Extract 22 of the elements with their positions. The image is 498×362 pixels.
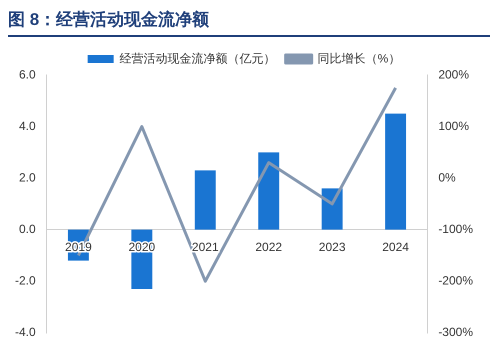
y-tick-label: 0.0 xyxy=(18,222,36,236)
y2-tick-label: -200% xyxy=(438,274,474,288)
y-tick-label: 4.0 xyxy=(18,118,36,133)
y-tick-label: 6.0 xyxy=(18,67,36,82)
bar xyxy=(385,114,406,230)
y2-tick-label: 100% xyxy=(438,118,470,133)
y2-tick-label: 0% xyxy=(438,170,456,184)
chart-title: 图 8：经营活动现金流净额 xyxy=(8,8,490,37)
y-tick-label: -4.0 xyxy=(14,325,36,340)
legend-label: 同比增长（%） xyxy=(318,51,400,66)
x-tick-label: 2022 xyxy=(255,240,282,254)
y-tick-label: -2.0 xyxy=(14,274,36,288)
y2-tick-label: -100% xyxy=(438,222,474,236)
y2-tick-label: 200% xyxy=(438,67,470,82)
y2-tick-label: -300% xyxy=(438,325,474,340)
x-tick-label: 2023 xyxy=(318,240,346,254)
x-tick-label: 2024 xyxy=(382,240,410,254)
bar xyxy=(258,152,280,230)
bar xyxy=(194,170,216,230)
x-tick-label: 2021 xyxy=(192,240,219,254)
y-tick-label: 2.0 xyxy=(18,170,36,184)
legend-label: 经营活动现金流净额（亿元） xyxy=(120,51,276,66)
